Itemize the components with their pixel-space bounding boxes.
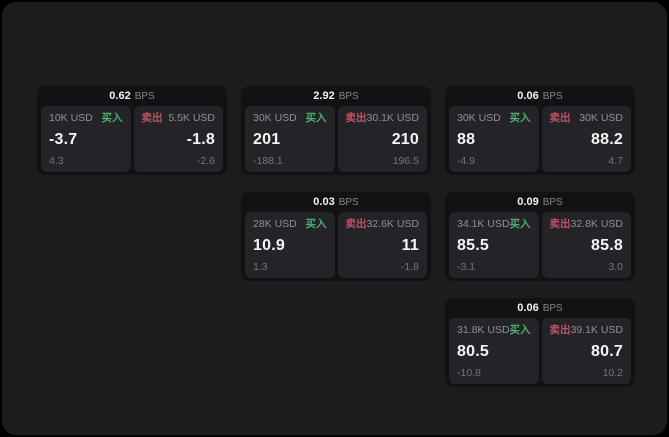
sell-delta: 10.2 xyxy=(602,366,623,379)
sell-price: 85.8 xyxy=(591,236,623,254)
buy-price: 201 xyxy=(253,130,281,148)
buy-delta: -4.9 xyxy=(457,154,476,167)
sell-quote-tile[interactable]: 卖出 30K USD 88.2 4.7 xyxy=(541,106,631,172)
buy-price: 88 xyxy=(457,130,476,148)
sell-price: 11 xyxy=(401,236,419,254)
sell-delta: 3.0 xyxy=(608,260,623,273)
sell-side-label: 卖出 xyxy=(549,218,571,230)
sell-amount: 30.1K USD xyxy=(366,112,420,124)
buy-price: 10.9 xyxy=(253,236,285,254)
sell-delta: -1.8 xyxy=(400,260,419,273)
sell-quote-tile[interactable]: 卖出 30.1K USD 210 196.5 xyxy=(337,106,427,172)
sell-side-label: 卖出 xyxy=(345,218,367,230)
sell-delta: -2.6 xyxy=(196,154,215,167)
buy-price: 80.5 xyxy=(457,342,489,360)
buy-quote-tile[interactable]: 10K USD 买入 -3.7 4.3 xyxy=(41,106,131,172)
quote-card: 0.03 BPS 28K USD 买入 10.9 1.3 卖出 32.6K US… xyxy=(241,192,431,281)
sell-amount: 30K USD xyxy=(579,112,623,124)
spread-header: 0.09 BPS xyxy=(445,192,635,212)
sell-side-label: 卖出 xyxy=(141,112,163,124)
spread-unit-label: BPS xyxy=(542,90,563,102)
buy-delta: -188.1 xyxy=(253,154,283,167)
sell-quote-tile[interactable]: 卖出 32.8K USD 85.8 3.0 xyxy=(541,212,631,278)
spread-unit-label: BPS xyxy=(542,302,563,314)
sell-amount: 39.1K USD xyxy=(570,324,624,336)
spread-header: 0.06 BPS xyxy=(445,298,635,318)
sell-side-label: 卖出 xyxy=(345,112,367,124)
buy-amount: 10K USD xyxy=(49,112,93,124)
spread-header: 0.62 BPS xyxy=(37,86,227,106)
quote-panels: 10K USD 买入 -3.7 4.3 卖出 5.5K USD -1.8 -2.… xyxy=(37,106,227,172)
spread-value: 0.62 xyxy=(109,90,131,102)
buy-quote-tile[interactable]: 34.1K USD 买入 85.5 -3.1 xyxy=(449,212,539,278)
buy-amount: 28K USD xyxy=(253,218,297,230)
buy-quote-tile[interactable]: 31.8K USD 买入 80.5 -10.8 xyxy=(449,318,539,384)
sell-quote-tile[interactable]: 卖出 32.6K USD 11 -1.8 xyxy=(337,212,427,278)
buy-amount: 30K USD xyxy=(253,112,297,124)
sell-price: 210 xyxy=(391,130,419,148)
buy-side-label: 买入 xyxy=(305,218,327,230)
spread-unit-label: BPS xyxy=(338,90,359,102)
spread-header: 0.06 BPS xyxy=(445,86,635,106)
spread-unit-label: BPS xyxy=(338,196,359,208)
spread-value: 0.09 xyxy=(517,196,539,208)
buy-delta: -3.1 xyxy=(457,260,476,273)
buy-side-label: 买入 xyxy=(509,324,531,336)
sell-delta: 4.7 xyxy=(608,154,623,167)
quote-panels: 31.8K USD 买入 80.5 -10.8 卖出 39.1K USD 80.… xyxy=(445,318,635,384)
quote-card: 0.06 BPS 31.8K USD 买入 80.5 -10.8 卖出 39.1… xyxy=(445,298,635,387)
quote-panels: 28K USD 买入 10.9 1.3 卖出 32.6K USD 11 -1.8 xyxy=(241,212,431,278)
buy-amount: 34.1K USD xyxy=(457,218,510,230)
quote-panels: 30K USD 买入 88 -4.9 卖出 30K USD 88.2 4.7 xyxy=(445,106,635,172)
spread-header: 0.03 BPS xyxy=(241,192,431,212)
buy-quote-tile[interactable]: 30K USD 买入 88 -4.9 xyxy=(449,106,539,172)
buy-side-label: 买入 xyxy=(509,218,531,230)
quote-card: 0.09 BPS 34.1K USD 买入 85.5 -3.1 卖出 32.8K… xyxy=(445,192,635,281)
spread-header: 2.92 BPS xyxy=(241,86,431,106)
spread-value: 0.06 xyxy=(517,302,539,314)
buy-side-label: 买入 xyxy=(305,112,327,124)
buy-amount: 30K USD xyxy=(457,112,501,124)
quote-card: 0.62 BPS 10K USD 买入 -3.7 4.3 卖出 5.5K USD… xyxy=(37,86,227,175)
quote-card: 0.06 BPS 30K USD 买入 88 -4.9 卖出 30K USD 8… xyxy=(445,86,635,175)
buy-delta: 4.3 xyxy=(49,154,64,167)
quote-panels: 30K USD 买入 201 -188.1 卖出 30.1K USD 210 1… xyxy=(241,106,431,172)
buy-price: -3.7 xyxy=(49,130,78,148)
spread-value: 0.06 xyxy=(517,90,539,102)
spread-value: 0.03 xyxy=(313,196,335,208)
quote-card: 2.92 BPS 30K USD 买入 201 -188.1 卖出 30.1K … xyxy=(241,86,431,175)
buy-quote-tile[interactable]: 28K USD 买入 10.9 1.3 xyxy=(245,212,335,278)
buy-delta: -10.8 xyxy=(457,366,481,379)
spread-unit-label: BPS xyxy=(134,90,155,102)
sell-quote-tile[interactable]: 卖出 39.1K USD 80.7 10.2 xyxy=(541,318,631,384)
sell-side-label: 卖出 xyxy=(549,324,571,336)
spread-unit-label: BPS xyxy=(542,196,563,208)
buy-quote-tile[interactable]: 30K USD 买入 201 -188.1 xyxy=(245,106,335,172)
sell-delta: 196.5 xyxy=(392,154,419,167)
buy-price: 85.5 xyxy=(457,236,489,254)
sell-quote-tile[interactable]: 卖出 5.5K USD -1.8 -2.6 xyxy=(133,106,223,172)
buy-amount: 31.8K USD xyxy=(457,324,510,336)
buy-side-label: 买入 xyxy=(509,112,531,124)
quote-panels: 34.1K USD 买入 85.5 -3.1 卖出 32.8K USD 85.8… xyxy=(445,212,635,278)
buy-delta: 1.3 xyxy=(253,260,268,273)
sell-price: 80.7 xyxy=(591,342,623,360)
sell-amount: 32.8K USD xyxy=(570,218,624,230)
sell-side-label: 卖出 xyxy=(549,112,571,124)
sell-price: -1.8 xyxy=(186,130,215,148)
sell-amount: 5.5K USD xyxy=(168,112,215,124)
sell-amount: 32.6K USD xyxy=(366,218,420,230)
sell-price: 88.2 xyxy=(591,130,623,148)
spread-value: 2.92 xyxy=(313,90,335,102)
buy-side-label: 买入 xyxy=(101,112,123,124)
